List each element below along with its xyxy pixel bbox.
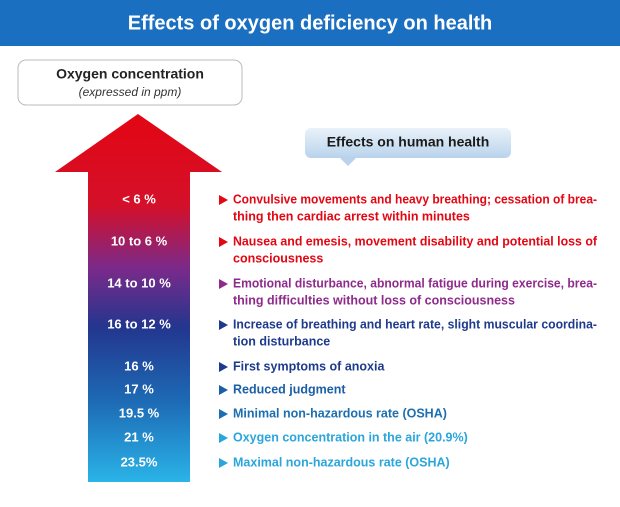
- header-title: Effects of oxygen deficiency on health: [128, 12, 493, 34]
- effect-text: thing difficulties without loss of consc…: [233, 293, 515, 307]
- effect-text: Oxygen concentration in the air (20.9%): [233, 430, 468, 444]
- level-label: 19.5 %: [119, 405, 160, 420]
- effect-text: Emotional disturbance, abnormal fatigue …: [233, 276, 597, 290]
- bullet: [219, 362, 228, 372]
- effect-text: tion disturbance: [233, 334, 330, 348]
- effect-text: Increase of breathing and heart rate, sl…: [233, 317, 597, 331]
- bullet: [219, 237, 228, 247]
- level-label: 10 to 6 %: [111, 233, 168, 248]
- level-label: 14 to 10 %: [107, 275, 171, 290]
- concentration-box: [17, 59, 243, 106]
- bullet: [219, 385, 228, 395]
- bullet: [219, 320, 228, 330]
- arrow: [55, 114, 222, 482]
- level-label: 17 %: [124, 381, 154, 396]
- effect-text: Convulsive movements and heavy breathing…: [233, 192, 597, 206]
- level-label: 16 %: [124, 358, 154, 373]
- effect-text: consciousness: [233, 251, 323, 265]
- effects-box-pointer: [340, 158, 356, 166]
- bullet: [219, 279, 228, 289]
- effects-box: [305, 128, 511, 158]
- level-label: < 6 %: [122, 191, 156, 206]
- effect-text: Minimal non-hazardous rate (OSHA): [233, 406, 447, 420]
- bullet: [219, 433, 228, 443]
- levels: < 6 % Convulsive movements and heavy brea…: [107, 191, 598, 469]
- concentration-title: Oxygen concentration: [56, 66, 204, 82]
- effect-text: Reduced judgment: [233, 382, 346, 396]
- header-bar: [0, 0, 620, 46]
- concentration-subtitle: (expressed in ppm): [79, 85, 182, 99]
- level-label: 21 %: [124, 429, 154, 444]
- bullet: [219, 409, 228, 419]
- effect-text: First symptoms of anoxia: [233, 359, 385, 373]
- effects-title: Effects on human health: [327, 134, 490, 150]
- level-label: 16 to 12 %: [107, 316, 171, 331]
- effect-text: Maximal non-hazardous rate (OSHA): [233, 455, 450, 469]
- level-label: 23.5%: [121, 454, 158, 469]
- bullet: [219, 458, 228, 468]
- effect-text: thing then cardiac arrest within minutes: [233, 209, 470, 223]
- bullet: [219, 195, 228, 205]
- effect-text: Nausea and emesis, movement disability a…: [233, 234, 598, 248]
